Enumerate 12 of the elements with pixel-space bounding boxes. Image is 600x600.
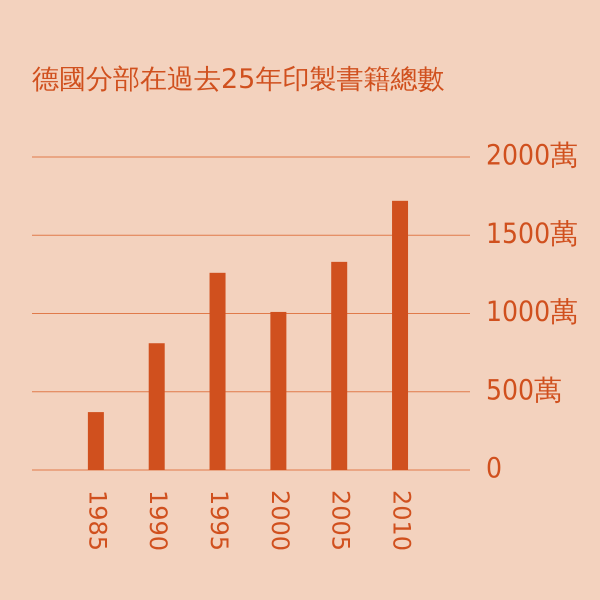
x-tick-label: 2005 [326,490,355,552]
y-tick-label: 2000萬 [486,138,578,172]
x-tick-label: 2010 [387,490,416,552]
y-tick-label: 0 [486,452,502,485]
title: 德國分部在過去25年印製書籍總數 [32,64,444,95]
x-tick-label: 1985 [83,490,112,552]
x-tick-label: 1995 [204,490,233,552]
x-tick-label: 1990 [144,490,172,552]
x-tick-label: 2000 [266,490,294,552]
y-tick-label: 500萬 [486,373,562,406]
y-tick-label: 1000萬 [486,295,578,328]
y-tick-label: 1500萬 [486,216,578,250]
